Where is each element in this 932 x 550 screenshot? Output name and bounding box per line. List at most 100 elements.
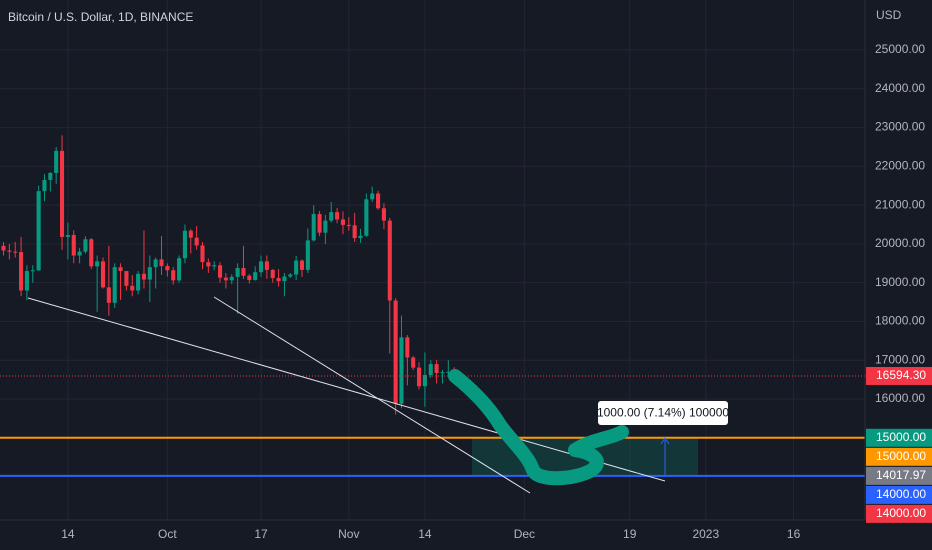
candle-body [65,234,70,237]
axes: 14 Oct 17 Nov 14 Dec 19 2023 16 16000.00 17000.00 1… [61,42,932,541]
candle-body [141,273,147,280]
trend-line [213,296,531,494]
price-label-box [866,428,932,447]
candle-body [218,265,223,278]
candle-body [235,267,240,277]
candle-body [405,337,410,358]
candle-body [147,267,152,280]
candle-body [206,262,211,267]
candle-body [59,150,65,237]
horizontal-lines [0,375,865,477]
candle-body [89,239,94,267]
candle-body [106,287,111,303]
candle-body [346,224,351,226]
candle-body [177,258,182,281]
candle-body [416,367,422,387]
candle-body [399,337,404,404]
candle-body [317,214,322,233]
trend-line [27,297,666,482]
measure-box [598,401,728,425]
price-label-box [866,447,932,466]
candle-body [387,220,392,301]
candle-body [165,266,170,271]
candle-body [130,285,135,291]
candle-body [440,372,445,374]
candle-body [329,212,334,221]
candle-body [188,230,193,238]
candle-body [446,371,451,373]
candle-body [434,364,439,374]
candle-body [95,261,100,267]
candle-body [7,250,12,252]
candle-body [340,219,346,225]
y-tick-label: 22000.00 [875,159,925,173]
candle-body [393,300,398,404]
price-label-box [866,504,932,523]
candle-body [24,271,29,291]
price-label-box [866,485,932,504]
x-tick-label: 2023 [692,527,719,541]
candle-body [112,267,117,303]
grid [0,0,865,520]
x-tick-label: 17 [254,527,268,541]
price-label: 14017.97 [876,468,926,482]
candle-body [48,172,53,180]
candle-body [223,277,228,281]
candle-body [270,269,275,279]
price-label: 15000.00 [876,449,926,463]
y-tick-label: 20000.00 [875,236,925,250]
price-label: 14000.00 [876,487,926,501]
candle-body [36,191,41,271]
price-label: 16594.30 [876,368,926,382]
candle-body [276,278,281,282]
candle-body [253,272,258,280]
candle-body [247,275,252,280]
candle-body [171,270,176,281]
candle-body [54,150,59,173]
candle-body [364,199,369,236]
candle-body [358,235,363,239]
y-tick-label: 19000.00 [875,275,925,289]
price-label: 14000.00 [876,506,926,520]
candle-body [282,276,287,282]
measure-label: 1000.00 (7.14%) 100000 [597,406,729,420]
candle-body [241,267,246,276]
candle-body [428,364,433,375]
currency-label: USD [876,8,902,22]
x-tick-label: 16 [787,527,801,541]
y-tick-label: 18000.00 [875,314,925,328]
candle-body [376,193,381,209]
candle-body [212,265,217,267]
price-label: 15000.00 [876,430,926,444]
candle-body [71,234,76,256]
candle-body [294,260,299,275]
candle-body [264,261,269,270]
candle-body [124,271,129,286]
candle-body [311,214,316,241]
brush-stroke [448,369,629,486]
candle-body [153,259,158,268]
candle-body [42,179,47,192]
y-tick-label: 21000.00 [875,197,925,211]
candle-body [411,357,416,368]
x-tick-label: 19 [623,527,637,541]
x-tick-label: Dec [514,527,535,541]
candle-body [136,273,141,291]
candle-body [370,193,375,200]
candle-body [229,276,234,281]
candle-body [335,212,340,220]
candle-body [299,260,305,270]
x-tick-label: Nov [338,527,359,541]
measure-arrow-head [660,437,670,445]
candle-body [305,240,310,270]
candle-body [182,230,187,259]
x-tick-label: Oct [158,527,177,541]
x-tick-label: 14 [418,527,432,541]
x-tick-label: 14 [61,527,75,541]
y-tick-label: 17000.00 [875,352,925,366]
candle-body [19,252,24,291]
candle-body [83,239,88,252]
candle-body [100,261,106,288]
candle-body [323,220,328,233]
candle-body [258,261,264,273]
